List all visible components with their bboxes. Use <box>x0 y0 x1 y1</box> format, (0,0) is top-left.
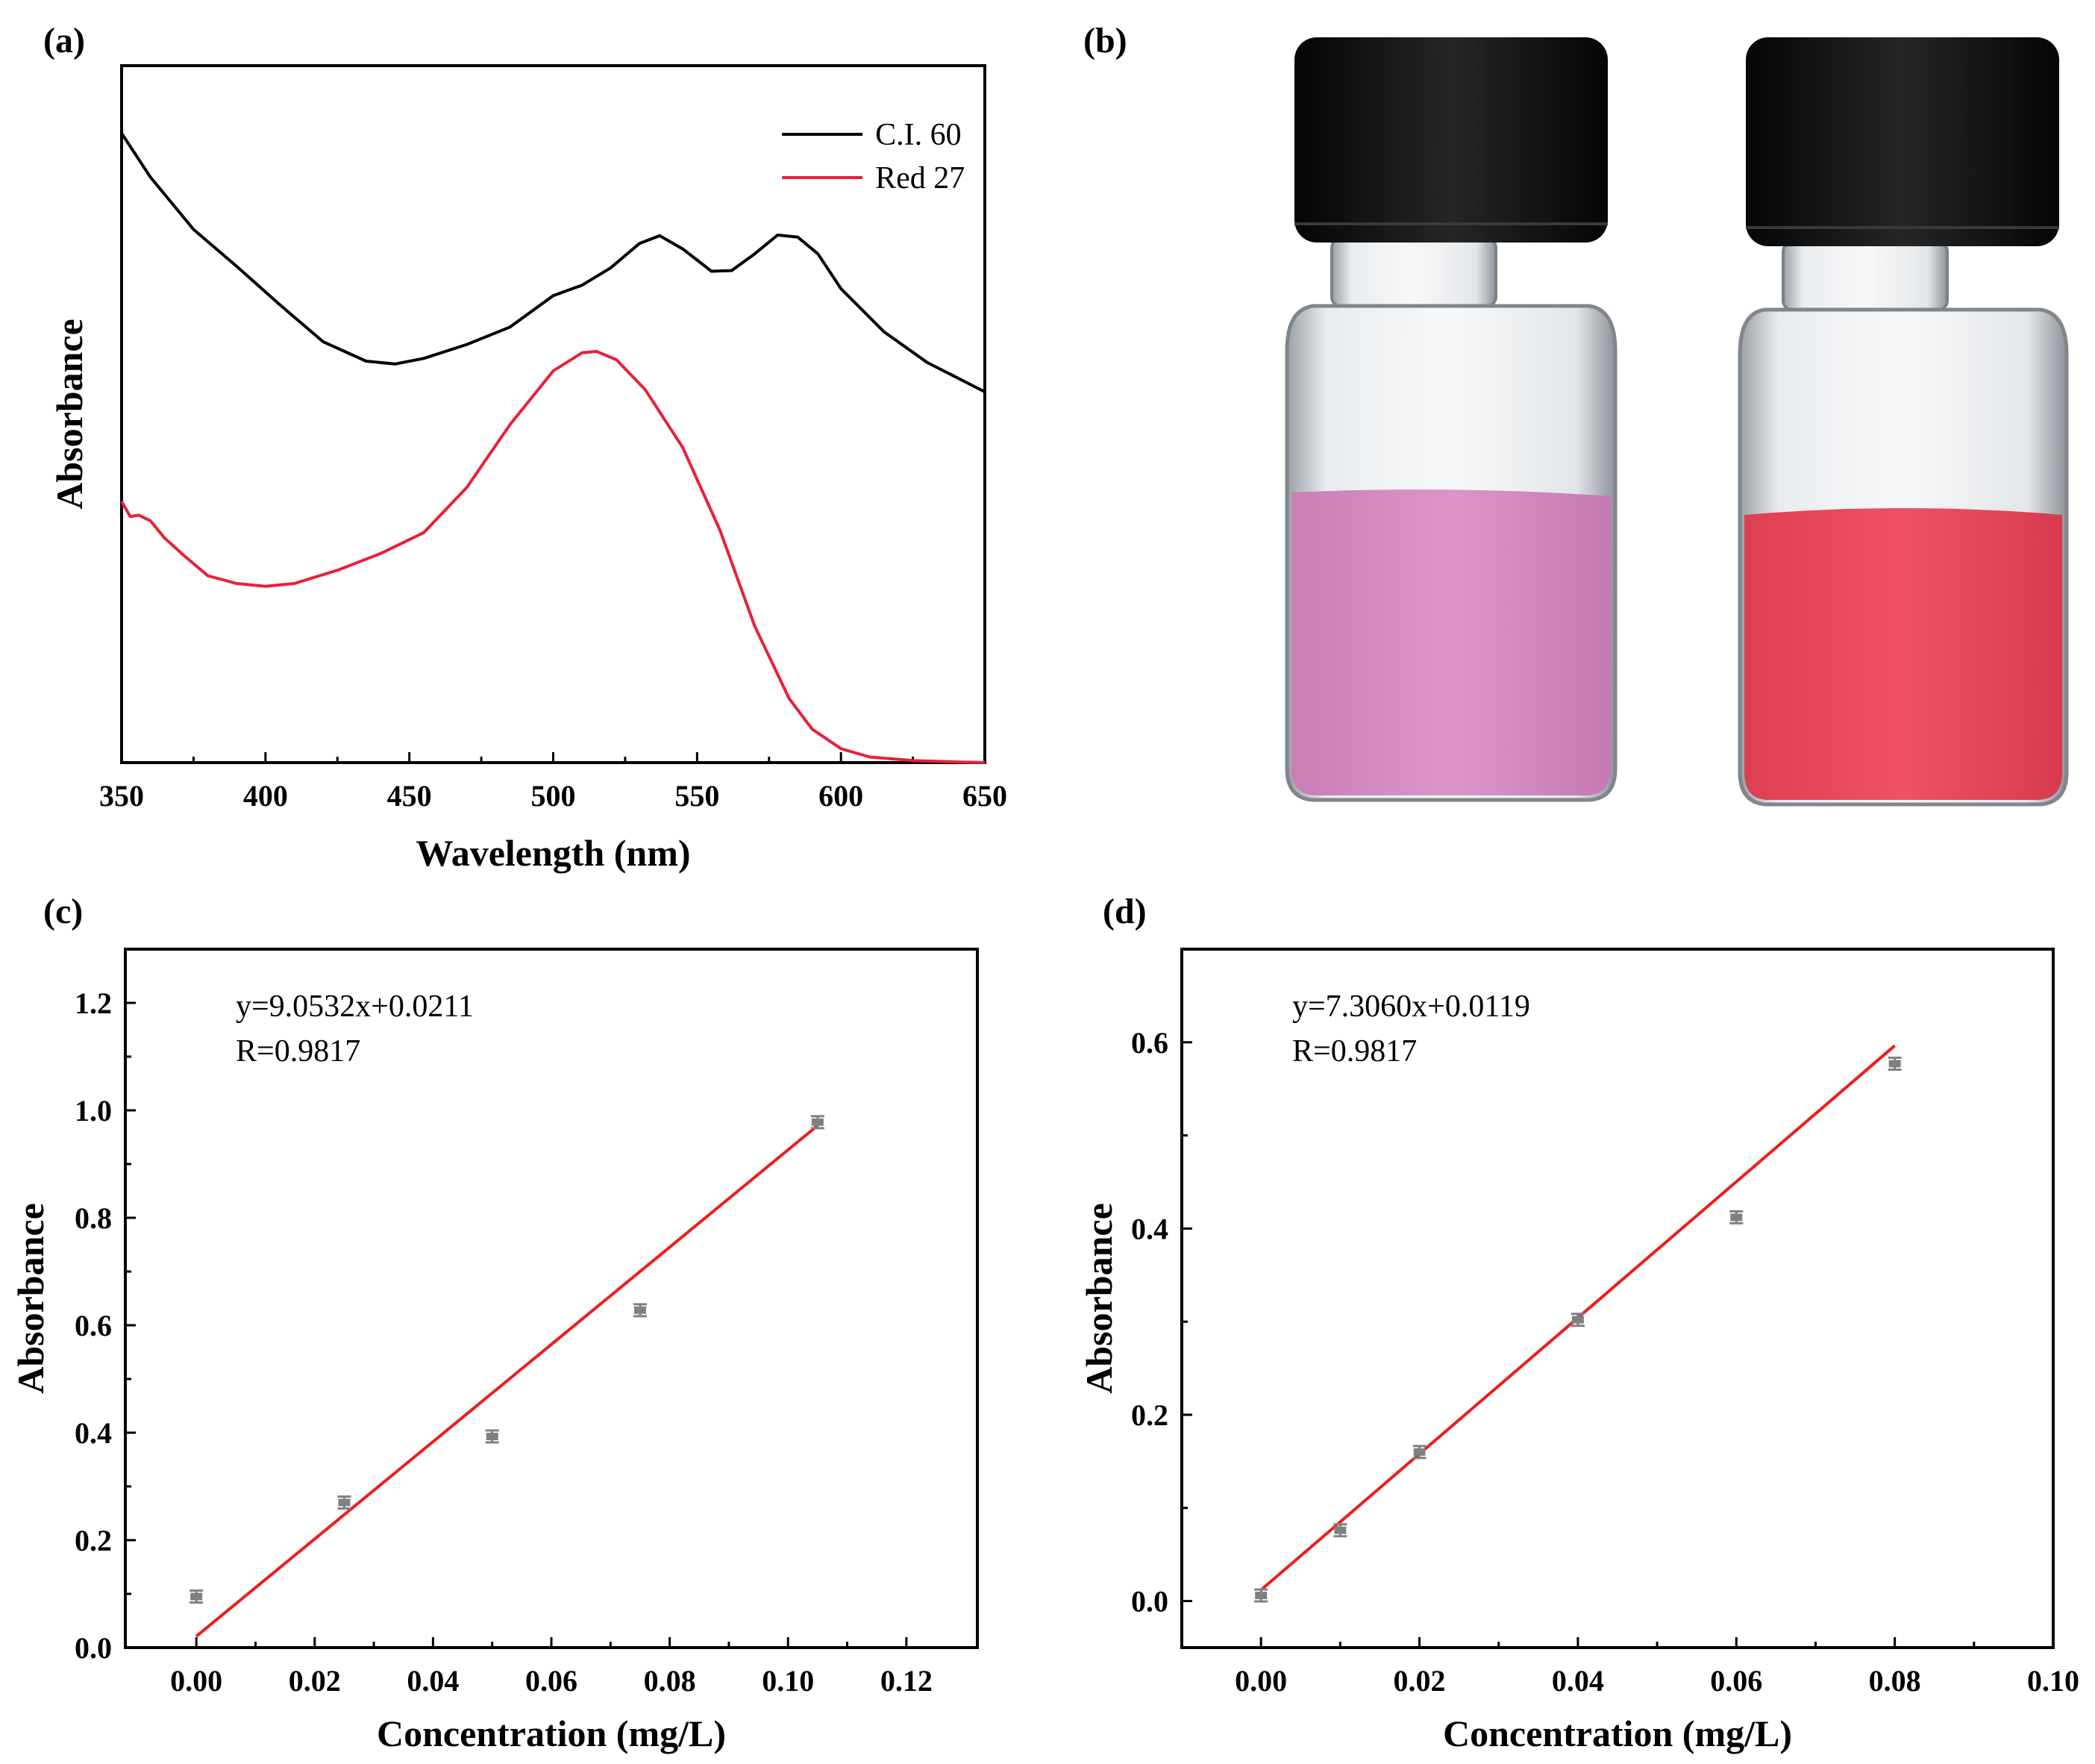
vial-right-liquid <box>1744 508 2062 800</box>
chart-a-ylabel: Absorbance <box>48 319 90 510</box>
chart-a-xtick-label: 400 <box>243 779 288 813</box>
chart-d-calibration: 0.00 0.02 0.04 0.06 0.08 0.10 0.0 0.2 0.4 0.6 Conc… <box>1078 948 2079 1754</box>
chart-c-ylabel: Absorbance <box>10 1203 51 1394</box>
chart-d-ytick-label: 0.0 <box>1131 1585 1168 1618</box>
chart-d-data-point <box>1729 1210 1744 1225</box>
chart-a-xtick-label: 650 <box>962 779 1007 813</box>
chart-c-data-point <box>633 1303 647 1318</box>
chart-c-annotation: R=0.9817 <box>236 1034 360 1069</box>
chart-a-xtick-label: 500 <box>531 779 576 813</box>
chart-a-xtick-label: 550 <box>674 779 719 813</box>
chart-d-annotation: R=0.9817 <box>1292 1034 1417 1069</box>
chart-a-frame <box>120 64 986 764</box>
chart-a-series-ci60 <box>120 132 986 393</box>
chart-a-xtick-label: 600 <box>818 779 863 813</box>
chart-a-xtick-label: 350 <box>99 779 144 813</box>
panel-label-d: (d) <box>1103 892 1147 931</box>
chart-a-series-red27 <box>120 349 986 764</box>
chart-d-data-point <box>1571 1313 1585 1327</box>
chart-c-annotation: y=9.0532x+0.0211 <box>236 989 474 1024</box>
chart-d-data-point <box>1333 1523 1347 1538</box>
chart-d-ytick-label: 0.2 <box>1131 1398 1168 1432</box>
photo-b-vials <box>1285 37 2069 807</box>
chart-d-ytick-label: 0.4 <box>1131 1212 1168 1245</box>
chart-c-calibration: 0.00 0.02 0.04 0.06 0.08 0.10 0.12 0.0 0.2 0.4 0.6… <box>10 948 979 1754</box>
chart-c-ytick-label: 1.2 <box>75 986 112 1020</box>
chart-c-ytick-label: 0.2 <box>75 1524 112 1557</box>
chart-c-xtick-label: 0.00 <box>170 1664 222 1698</box>
panel-label-b: (b) <box>1083 21 1127 60</box>
chart-c-xtick-label: 0.08 <box>644 1664 696 1698</box>
chart-c-xtick-label: 0.06 <box>525 1664 577 1698</box>
vial-right <box>1738 37 2069 807</box>
chart-d-frame <box>1180 948 2055 1649</box>
panel-label-c: (c) <box>43 892 83 931</box>
legend-label-red27: Red 27 <box>875 161 965 196</box>
chart-a-spectra: 350 400 450 500 550 600 650 Wavelength (nm) Abso… <box>48 64 1007 874</box>
chart-d-ylabel: Absorbance <box>1078 1203 1120 1394</box>
chart-c-ytick-label: 0.6 <box>75 1309 112 1342</box>
chart-d-ytick-label: 0.6 <box>1131 1026 1168 1060</box>
chart-c-xtick-label: 0.12 <box>880 1664 933 1698</box>
chart-d-data-point <box>1412 1445 1427 1460</box>
chart-d-xtick-label: 0.06 <box>1710 1664 1762 1698</box>
chart-d-annotation: y=7.3060x+0.0119 <box>1292 989 1530 1024</box>
chart-d-xtick-label: 0.04 <box>1552 1664 1604 1698</box>
vial-left-cap <box>1294 37 1608 243</box>
chart-d-xtick-label: 0.08 <box>1869 1664 1921 1698</box>
vial-left-neck <box>1330 237 1497 307</box>
chart-d-xlabel: Concentration (mg/L) <box>1443 1713 1792 1754</box>
chart-c-xtick-label: 0.04 <box>407 1664 459 1698</box>
chart-c-ytick-label: 0.4 <box>75 1416 112 1450</box>
chart-d-xtick-label: 0.10 <box>2027 1664 2079 1698</box>
chart-c-data-point <box>810 1115 824 1130</box>
legend-label-ci60: C.I. 60 <box>875 118 962 152</box>
chart-d-data-point <box>1254 1588 1268 1603</box>
chart-c-data-point <box>190 1589 204 1604</box>
chart-c-xtick-label: 0.10 <box>762 1664 814 1698</box>
chart-d-xtick-label: 0.00 <box>1235 1664 1287 1698</box>
chart-c-ytick-label: 0.8 <box>75 1201 112 1235</box>
vial-left <box>1285 37 1618 802</box>
chart-d-xtick-label: 0.02 <box>1394 1664 1446 1698</box>
chart-d-data-point <box>1888 1057 1902 1072</box>
chart-c-xlabel: Concentration (mg/L) <box>377 1713 726 1754</box>
chart-c-ytick-label: 0.0 <box>75 1631 112 1665</box>
panel-label-a: (a) <box>43 21 85 60</box>
chart-c-xtick-label: 0.02 <box>289 1664 341 1698</box>
vial-right-cap <box>1746 37 2059 246</box>
chart-c-data-point <box>485 1429 499 1444</box>
chart-a-xlabel: Wavelength (nm) <box>416 832 690 874</box>
chart-c-data-point <box>337 1495 351 1510</box>
chart-a-xtick-label: 450 <box>387 779 432 813</box>
chart-c-fit-line <box>195 1124 819 1638</box>
vial-left-liquid <box>1291 490 1611 795</box>
chart-c-ytick-label: 1.0 <box>75 1094 112 1127</box>
vial-right-neck <box>1782 241 1949 311</box>
